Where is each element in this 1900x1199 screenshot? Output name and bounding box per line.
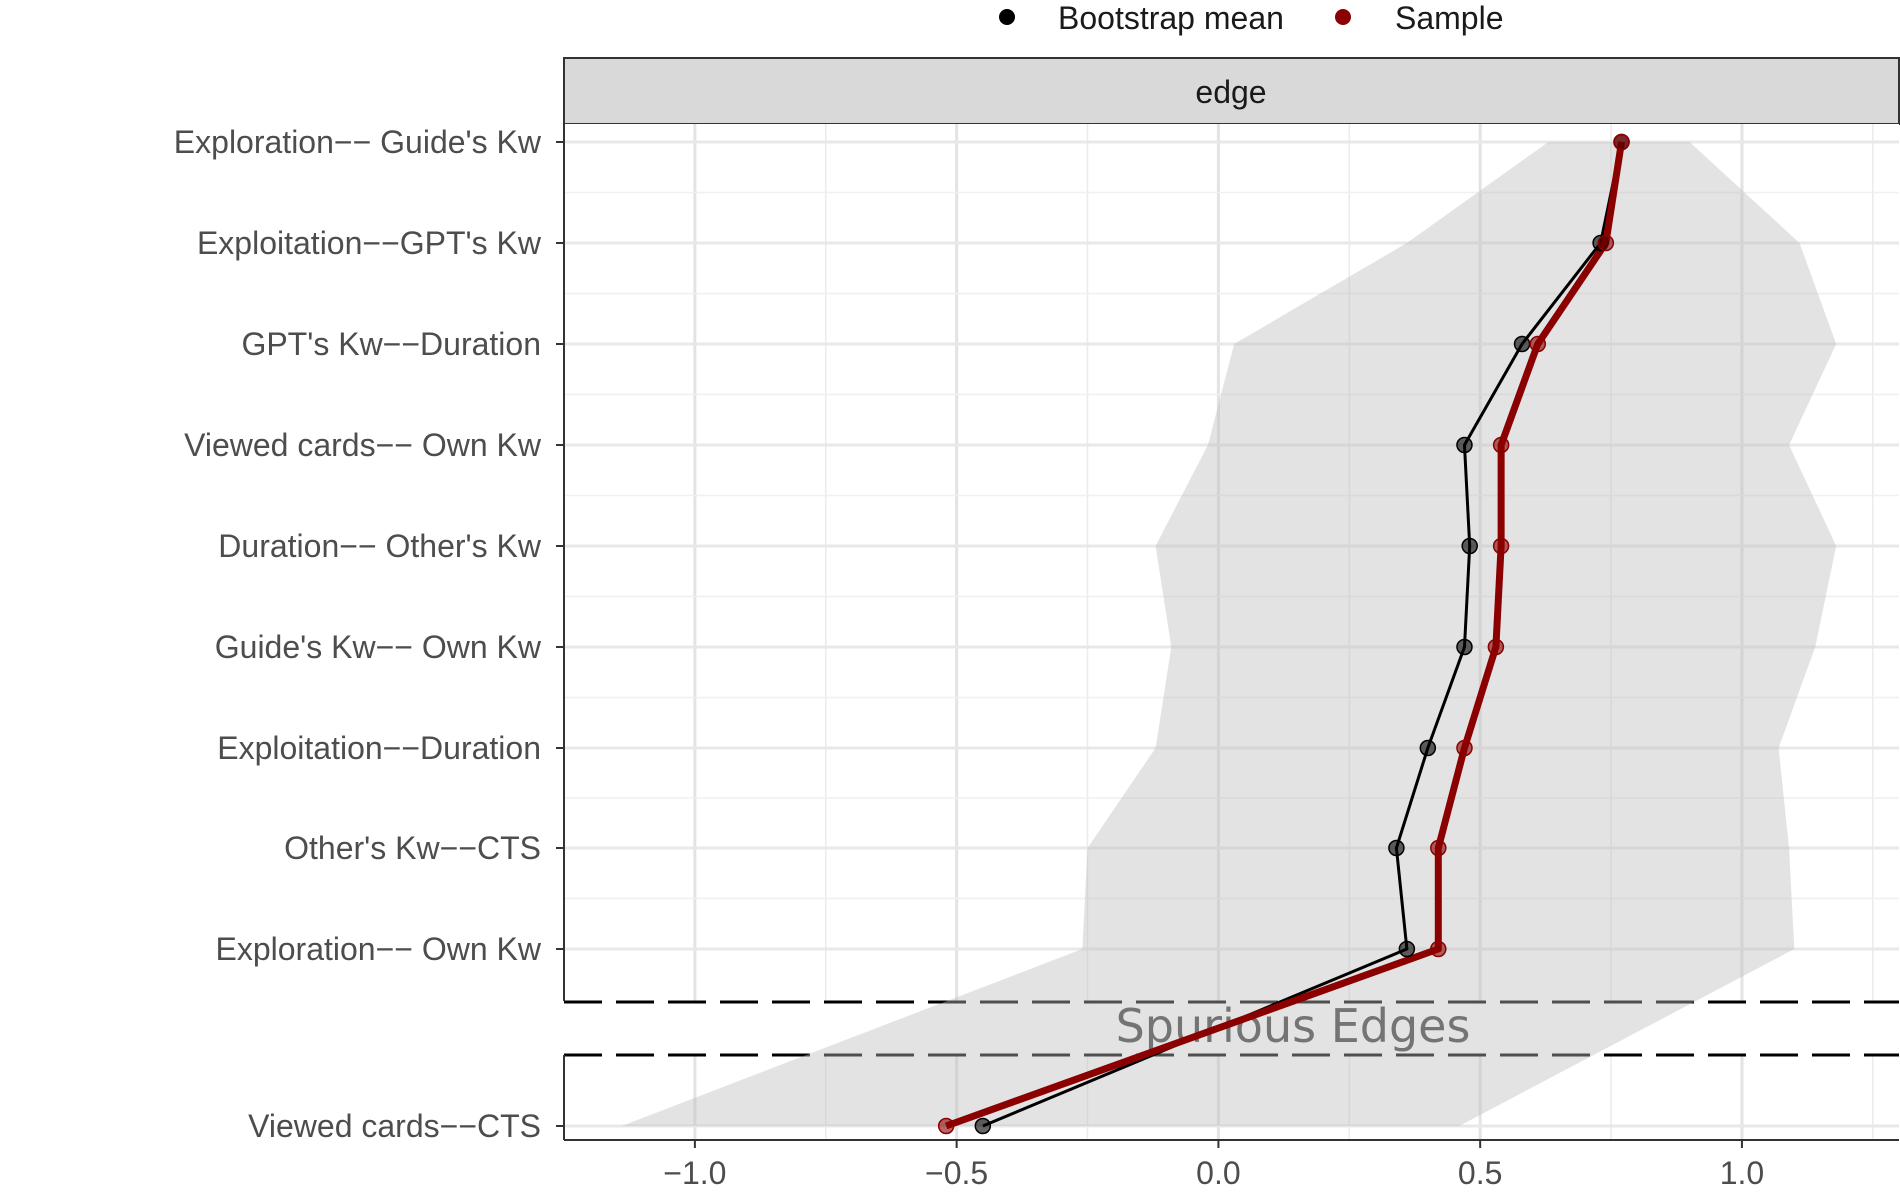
separator-background <box>564 1002 1899 1054</box>
x-tick-label: 1.0 <box>1720 1155 1764 1191</box>
y-tick-label: GPT's Kw−−Duration <box>241 326 541 362</box>
legend-marker-sample <box>1335 9 1351 25</box>
data-point-bootstrap-mean <box>1456 638 1473 656</box>
main-panel <box>564 124 1899 1001</box>
data-point-bootstrap-mean <box>1419 739 1437 757</box>
data-point-bootstrap-mean <box>1461 537 1478 555</box>
y-tick-label: Exploitation−−GPT's Kw <box>197 225 542 261</box>
legend-label-sample: Sample <box>1395 0 1504 36</box>
data-point-sample <box>1492 436 1510 454</box>
x-tick-label: −1.0 <box>663 1155 726 1191</box>
facet-strip-label: edge <box>1195 74 1266 110</box>
data-point-bootstrap-mean <box>1398 940 1416 958</box>
legend: Bootstrap mean Sample <box>999 0 1504 36</box>
y-tick-label: Exploitation−−Duration <box>217 730 541 766</box>
data-point-sample <box>1430 940 1447 958</box>
legend-label-bootstrap: Bootstrap mean <box>1058 0 1284 36</box>
y-tick-label: Guide's Kw−− Own Kw <box>215 629 542 665</box>
y-tick-label: Viewed cards−− Own Kw <box>184 427 542 463</box>
data-point-bootstrap-mean <box>1388 839 1405 857</box>
data-point-bootstrap-mean <box>974 1117 992 1135</box>
data-point-sample <box>1613 133 1630 151</box>
y-tick-label: Exploration−− Guide's Kw <box>174 124 542 160</box>
data-point-bootstrap-mean <box>1513 335 1531 353</box>
x-tick-label: 0.5 <box>1458 1155 1502 1191</box>
axis-labels: Exploration−− Guide's Kw Exploitation−−GP… <box>174 124 1764 1191</box>
data-point-sample <box>1492 537 1510 555</box>
y-tick-label: Duration−− Other's Kw <box>218 528 542 564</box>
series-line-bootstrap-mean <box>982 141 1623 1128</box>
y-tick-label: Other's Kw−−CTS <box>284 830 541 866</box>
data-point-bootstrap-mean <box>1456 436 1473 454</box>
y-tick-label: Viewed cards−−CTS <box>248 1108 541 1144</box>
x-tick-label: −0.5 <box>925 1155 988 1191</box>
data-point-sample <box>1529 335 1547 353</box>
data-point-sample <box>1430 839 1447 857</box>
y-tick-label: Exploration−− Own Kw <box>216 931 542 967</box>
legend-marker-bootstrap <box>999 9 1015 25</box>
data-point-sample <box>937 1117 955 1135</box>
gridlines <box>564 124 1899 1140</box>
data-point-sample <box>1597 234 1615 252</box>
data-layer <box>621 133 1837 1135</box>
x-tick-label: 0.0 <box>1196 1155 1240 1191</box>
confidence-band <box>621 142 1837 1126</box>
series-line-sample <box>944 141 1625 1130</box>
data-point-sample <box>1456 739 1473 757</box>
facet-strip <box>563 57 1900 125</box>
data-point-sample <box>1487 638 1505 656</box>
